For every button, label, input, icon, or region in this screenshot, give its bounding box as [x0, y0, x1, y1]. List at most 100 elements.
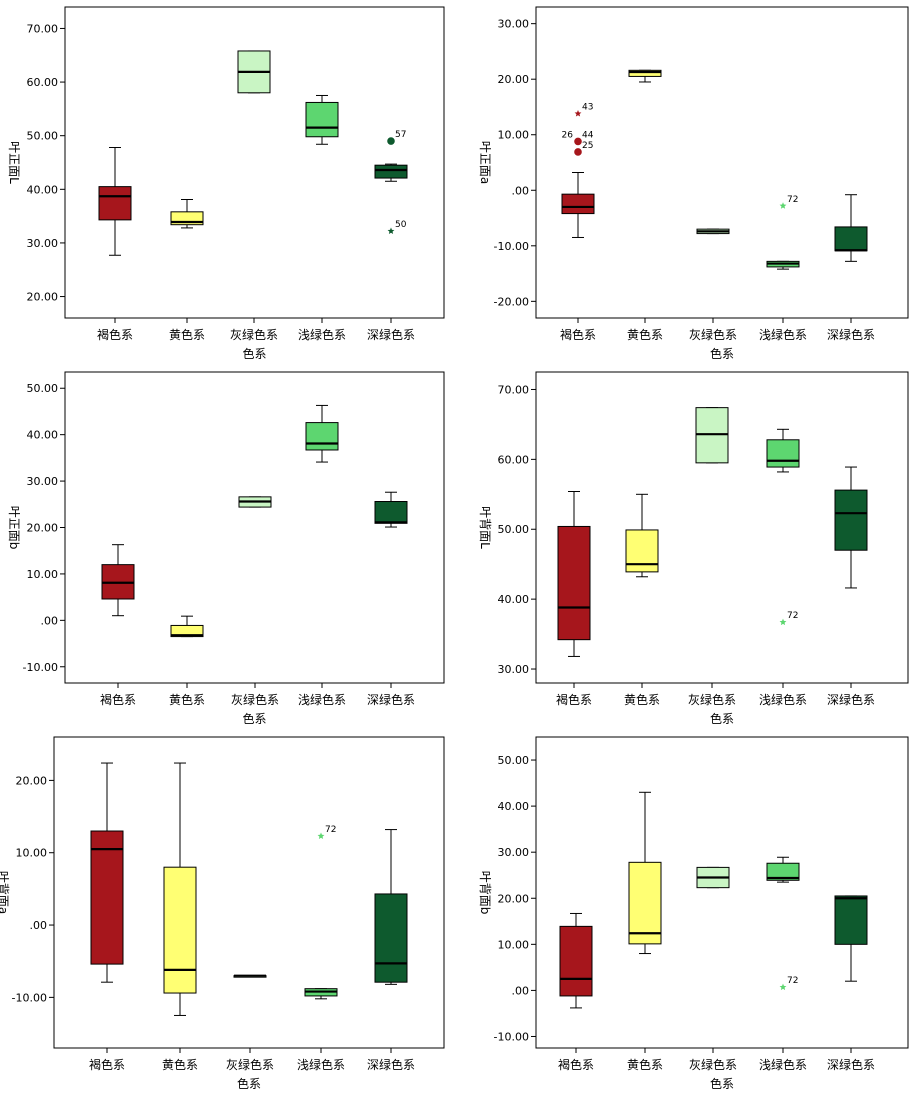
box-iqr — [561, 193, 595, 215]
y-axis-label: 叶背面L — [478, 506, 492, 549]
outlier-label: 57 — [395, 130, 406, 140]
box-浅绿色系 — [305, 404, 339, 463]
x-tick-label: 深绿色系 — [827, 327, 875, 342]
box-深绿色系 — [834, 895, 868, 982]
y-tick-label: -10.00 — [494, 240, 529, 253]
box-褐色系 — [90, 762, 124, 983]
chart-5: -10.00 .00 10.00 20.00 叶背面a 褐色系 黄色系 灰绿色系 浅绿色系 深绿色… — [0, 736, 445, 1091]
box-iqr — [374, 893, 408, 983]
box-灰绿色系 — [695, 407, 729, 464]
box-褐色系 — [557, 491, 591, 657]
outlier-label: 44 — [582, 130, 594, 140]
box-褐色系 — [101, 544, 135, 617]
x-tick-label: 深绿色系 — [367, 327, 415, 342]
box-iqr — [834, 489, 868, 551]
extreme-point — [387, 227, 395, 235]
box-浅绿色系 — [305, 94, 339, 145]
x-tick-label: 黄色系 — [169, 328, 205, 342]
y-tick-label: .00 — [30, 919, 48, 932]
y-tick-label: 40.00 — [27, 429, 59, 442]
box-浅绿色系 — [766, 260, 800, 270]
extreme-point — [779, 618, 787, 626]
x-tick-label: 褐色系 — [556, 692, 592, 707]
x-tick-label: 深绿色系 — [367, 692, 415, 707]
x-tick-label: 黄色系 — [162, 1058, 198, 1072]
box-iqr — [305, 101, 339, 138]
outlier-label: 50 — [395, 220, 407, 230]
x-tick-label: 深绿色系 — [827, 1057, 875, 1072]
box-褐色系 — [561, 171, 595, 238]
y-tick-label: 60.00 — [27, 76, 59, 89]
box-灰绿色系 — [696, 228, 730, 235]
outlier-point — [574, 137, 582, 146]
x-tick-label: 灰绿色系 — [231, 692, 279, 707]
box-浅绿色系 — [304, 988, 338, 1000]
plot-area — [535, 736, 909, 1049]
y-axis-label: 叶背面a — [0, 871, 10, 914]
box-iqr — [374, 164, 408, 179]
box-深绿色系 — [834, 194, 868, 262]
y-tick-label: -10.00 — [494, 1030, 529, 1043]
x-tick-label: 黄色系 — [627, 1058, 663, 1072]
x-tick-label: 灰绿色系 — [230, 327, 278, 342]
outlier-label: 72 — [787, 976, 798, 986]
y-tick-label: 50.00 — [27, 382, 59, 395]
x-axis-label: 色系 — [710, 1077, 734, 1091]
box-iqr — [559, 925, 593, 997]
y-tick-label: 20.00 — [27, 522, 59, 535]
outlier-label: 72 — [787, 611, 798, 621]
box-黄色系 — [163, 762, 197, 1016]
x-tick-label: 浅绿色系 — [297, 1057, 345, 1072]
box-黄色系 — [170, 198, 204, 229]
box-浅绿色系 — [766, 428, 800, 473]
y-tick-label: 30.00 — [27, 237, 59, 250]
y-axis-label: 叶正面L — [7, 141, 21, 184]
chart-4: 30.00 40.00 50.00 60.00 70.00 叶背面L 褐色系 黄色系 灰绿色系 浅… — [478, 371, 909, 726]
box-黄色系 — [628, 69, 662, 83]
x-axis-label: 色系 — [710, 347, 734, 361]
box-灰绿色系 — [696, 866, 730, 889]
x-tick-label: 褐色系 — [100, 692, 136, 707]
outlier-point — [574, 148, 582, 156]
y-tick-label: 70.00 — [27, 22, 59, 35]
box-黄色系 — [625, 493, 659, 578]
x-tick-label: 灰绿色系 — [688, 692, 736, 707]
extreme-point — [779, 202, 787, 209]
y-tick-label: 50.00 — [498, 754, 530, 767]
box-深绿色系 — [374, 829, 408, 985]
y-tick-label: -10.00 — [12, 991, 47, 1004]
x-tick-label: 浅绿色系 — [759, 692, 807, 707]
box-iqr — [374, 501, 408, 524]
box-iqr — [90, 830, 124, 965]
x-tick-label: 黄色系 — [624, 693, 660, 707]
outlier-label: 43 — [582, 103, 593, 113]
box-iqr — [557, 525, 591, 641]
outlier-point — [387, 137, 395, 145]
y-tick-label: 30.00 — [27, 475, 59, 488]
box-iqr — [170, 624, 204, 638]
y-tick-label: -10.00 — [23, 661, 58, 674]
y-tick-label: 30.00 — [498, 663, 530, 676]
box-浅绿色系 — [766, 856, 800, 883]
x-tick-label: 浅绿色系 — [298, 327, 346, 342]
box-iqr — [98, 186, 132, 221]
extreme-point — [779, 983, 787, 991]
y-tick-label: 40.00 — [498, 800, 530, 813]
y-tick-label: 10.00 — [16, 847, 48, 860]
outlier-label: 26 — [562, 130, 574, 140]
y-axis-label: 叶背面b — [478, 871, 492, 915]
extreme-point — [317, 832, 325, 839]
x-tick-label: 深绿色系 — [827, 692, 875, 707]
y-tick-label: 20.00 — [27, 291, 59, 304]
y-tick-label: .00 — [512, 984, 530, 997]
y-tick-label: 50.00 — [498, 523, 530, 536]
y-tick-label: 20.00 — [498, 892, 530, 905]
y-tick-label: -20.00 — [494, 295, 529, 308]
box-iqr — [766, 862, 800, 881]
box-灰绿色系 — [233, 974, 267, 978]
y-axis-label: 叶正面b — [7, 506, 21, 550]
box-iqr — [834, 226, 868, 252]
x-tick-label: 褐色系 — [558, 1057, 594, 1072]
y-tick-label: 40.00 — [27, 183, 59, 196]
box-iqr — [163, 866, 197, 994]
